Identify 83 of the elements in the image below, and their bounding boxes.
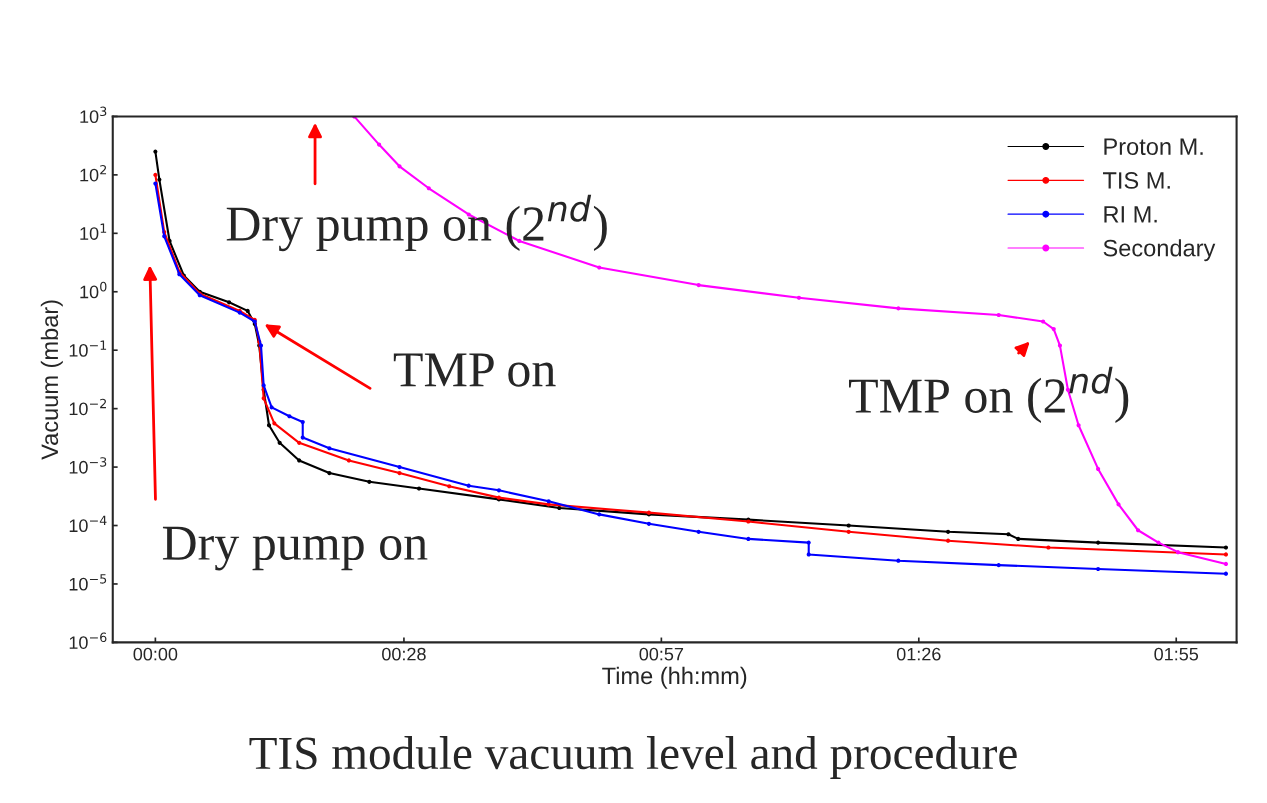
y-tick-label: 10$^{−4}$: [69, 515, 107, 533]
y-axis-title: Vacuum (mbar): [40, 300, 63, 460]
point: [1096, 566, 1101, 572]
point: [397, 464, 402, 470]
point: [746, 536, 751, 541]
point: [376, 142, 382, 147]
y-tick-label: 10$^{−5}$: [69, 574, 107, 591]
point: [1040, 319, 1046, 324]
point: [297, 440, 302, 445]
point: [1076, 423, 1081, 428]
point: [261, 383, 266, 388]
point: [1057, 343, 1063, 348]
point: [1223, 552, 1229, 557]
legend-label: TIS M.: [1103, 172, 1170, 189]
point: [367, 479, 372, 484]
point: [806, 540, 811, 545]
annotation: TMP on (2$^{nd}$): [849, 366, 1129, 424]
x-tick-label: 01:55: [1154, 647, 1199, 661]
point: [597, 265, 602, 270]
point: [287, 414, 292, 419]
point: [1096, 540, 1101, 545]
point: [696, 529, 701, 534]
y-tick-label: 10$^{0}$: [80, 281, 107, 299]
point: [327, 446, 332, 451]
point: [245, 308, 250, 313]
point: [1006, 532, 1011, 537]
point: [272, 421, 277, 426]
point: [447, 484, 452, 489]
point: [1223, 545, 1229, 550]
point: [327, 470, 332, 476]
y-tick-label: 10$^{2}$: [80, 164, 107, 182]
point: [1096, 466, 1101, 471]
y-tick-label: 10$^{−6}$: [69, 632, 107, 649]
point: [1016, 536, 1021, 541]
point: [796, 295, 802, 300]
x-tick-label: 00:00: [133, 647, 178, 661]
point: [300, 419, 305, 425]
point: [226, 300, 232, 305]
point: [1223, 571, 1229, 576]
point: [806, 552, 811, 557]
point: [466, 212, 471, 217]
point: [1175, 550, 1181, 555]
point: [996, 312, 1001, 318]
point: [896, 306, 901, 311]
point: [646, 521, 652, 526]
annotation: Dry pump on (2$^{nd}$): [226, 194, 607, 252]
point: [162, 234, 167, 239]
y-tick-label: 10$^{−2}$: [69, 398, 106, 416]
y-tick-label: 10$^{−1}$: [69, 340, 107, 357]
point: [946, 529, 951, 534]
point: [346, 458, 351, 463]
point: [397, 470, 402, 476]
point: [266, 423, 272, 428]
point: [696, 283, 701, 288]
legend-label: Proton M.: [1104, 138, 1203, 156]
y-tick-label: 10$^{3}$: [80, 106, 107, 124]
point: [277, 440, 282, 445]
point: [466, 483, 471, 488]
point: [846, 529, 851, 534]
legend-label: Secondary: [1103, 239, 1216, 262]
y-tick-label: 10$^{−3}$: [69, 457, 107, 474]
point: [1135, 528, 1141, 533]
annotation: TMP on: [393, 353, 556, 387]
annotation: Dry pump on: [162, 526, 428, 571]
point: [996, 563, 1001, 568]
text: TIS module vacuum level and procedure: [249, 736, 1017, 779]
legend-label: RI M.: [1104, 206, 1157, 223]
y-tick-label: 10$^{1}$: [80, 223, 107, 240]
x-tick-label: 01:26: [896, 647, 941, 661]
point: [557, 505, 562, 511]
point: [153, 172, 158, 177]
point: [896, 558, 901, 563]
point: [946, 538, 951, 543]
point: [261, 396, 266, 401]
x-tick-label: 00:57: [639, 647, 684, 661]
point: [496, 488, 501, 493]
point: [426, 186, 431, 191]
point: [1051, 326, 1056, 332]
point: [1223, 561, 1229, 567]
point: [297, 458, 302, 463]
point: [597, 512, 602, 517]
x-axis-title: Time (hh:mm): [602, 666, 747, 689]
x-tick-label: 00:28: [382, 647, 426, 661]
